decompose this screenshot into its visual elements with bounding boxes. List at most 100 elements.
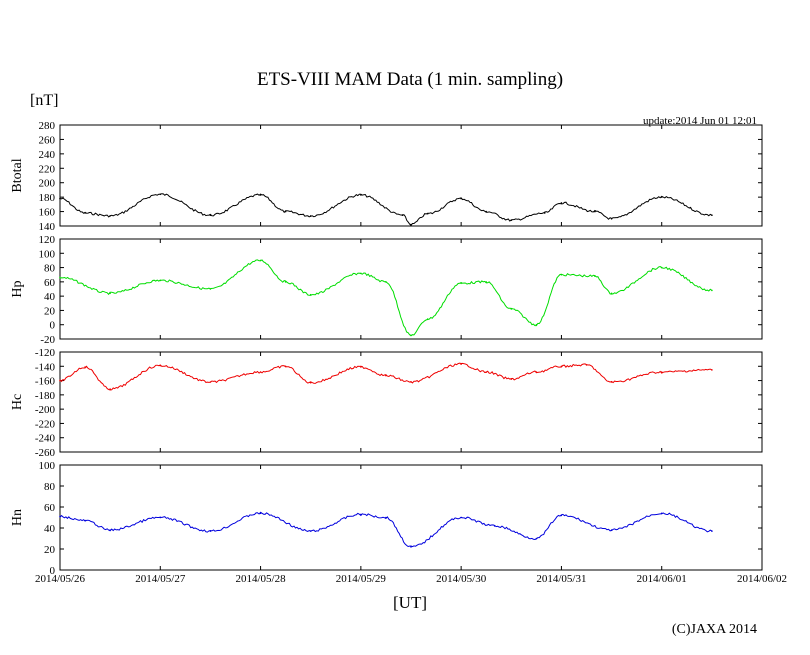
unit-label: [nT] <box>30 92 58 109</box>
x-tick-label: 2014/05/27 <box>135 573 186 585</box>
data-point <box>610 529 613 531</box>
data-point <box>385 516 387 519</box>
data-point <box>360 272 362 275</box>
data-point <box>284 210 287 213</box>
data-point <box>660 371 663 373</box>
data-point <box>510 219 513 221</box>
data-point <box>711 214 713 216</box>
data-point <box>284 365 287 368</box>
data-point <box>360 366 362 368</box>
y-tick-label: -200 <box>35 404 56 416</box>
data-point <box>610 381 613 383</box>
data-point <box>460 363 462 365</box>
data-point <box>109 388 111 390</box>
data-point <box>410 381 412 383</box>
y-tick-label: -220 <box>35 418 56 430</box>
series-line-hp <box>59 259 713 337</box>
data-point <box>385 281 387 283</box>
panel-label-hc: Hc <box>10 394 25 410</box>
data-point <box>594 210 596 213</box>
data-point <box>660 512 663 515</box>
data-point <box>560 273 563 276</box>
data-point <box>309 293 312 296</box>
data-point <box>259 194 262 196</box>
data-point <box>560 514 563 517</box>
panel-label-hn: Hn <box>10 509 25 526</box>
y-tick-label: 160 <box>39 207 56 219</box>
credit-text: (C)JAXA 2014 <box>672 622 757 637</box>
y-tick-label: 220 <box>39 163 56 175</box>
data-point <box>660 266 663 269</box>
y-tick-label: -240 <box>35 433 56 445</box>
data-point <box>84 366 86 368</box>
y-tick-label: 100 <box>39 248 56 260</box>
data-point <box>485 371 488 373</box>
y-tick-label: 80 <box>44 481 56 493</box>
y-tick-label: -140 <box>35 361 56 373</box>
data-point <box>59 379 61 382</box>
data-point <box>259 371 262 373</box>
data-point <box>535 371 538 373</box>
y-tick-label: -180 <box>35 390 56 402</box>
data-point <box>309 215 312 217</box>
data-point <box>84 212 86 214</box>
data-point <box>309 530 312 532</box>
chart-title: ETS-VIII MAM Data (1 min. sampling) <box>257 69 563 90</box>
data-point <box>426 212 429 215</box>
data-point <box>485 281 488 283</box>
x-tick-label: 2014/05/29 <box>336 573 387 585</box>
data-point <box>59 515 61 518</box>
data-point <box>485 210 488 213</box>
data-point <box>660 196 663 198</box>
data-point <box>159 193 162 196</box>
y-tick-label: -120 <box>35 347 56 359</box>
y-tick-label: 180 <box>39 192 56 204</box>
series-line-btotal <box>59 193 713 227</box>
data-point <box>209 381 212 383</box>
data-point <box>360 513 362 516</box>
panel-label-hp: Hp <box>10 280 25 297</box>
x-tick-label: 2014/05/28 <box>236 573 287 585</box>
series-line-hn <box>59 511 713 548</box>
data-point <box>560 365 563 368</box>
update-text: update:2014 Jun 01 12:01 <box>643 115 757 127</box>
panel-frame-btotal <box>59 124 763 227</box>
data-point <box>109 215 111 217</box>
data-point <box>460 516 462 519</box>
data-point <box>610 292 613 295</box>
y-tick-label: 80 <box>44 263 56 275</box>
x-tick-label: 2014/05/30 <box>436 573 487 585</box>
y-tick-label: 0 <box>50 320 56 332</box>
x-axis-label: [UT] <box>393 593 427 612</box>
data-point <box>711 289 713 292</box>
data-point <box>510 308 513 310</box>
data-point <box>535 537 538 540</box>
data-point <box>594 275 596 277</box>
data-point <box>159 364 162 367</box>
data-point <box>410 334 412 337</box>
y-tick-label: 40 <box>44 523 56 535</box>
y-tick-label: -260 <box>35 447 56 459</box>
panel-frame-hn <box>59 464 763 571</box>
data-point <box>259 259 262 262</box>
data-point <box>59 197 61 200</box>
y-tick-label: 260 <box>39 134 56 146</box>
y-tick-label: 240 <box>39 149 56 161</box>
data-point <box>493 525 496 527</box>
data-point <box>543 212 546 214</box>
x-tick-label: 2014/05/31 <box>536 573 586 585</box>
y-tick-label: 60 <box>44 277 56 289</box>
data-point <box>209 288 212 290</box>
data-point <box>259 512 262 515</box>
data-point <box>209 530 212 532</box>
y-tick-label: 60 <box>44 502 56 514</box>
series-line-hc <box>59 362 713 391</box>
data-point <box>309 381 312 384</box>
data-point <box>560 202 563 204</box>
data-point <box>360 194 362 196</box>
data-point <box>410 546 412 548</box>
data-point <box>401 214 404 216</box>
y-tick-label: -20 <box>40 334 55 346</box>
data-point <box>59 276 61 279</box>
y-tick-label: -160 <box>35 376 56 388</box>
